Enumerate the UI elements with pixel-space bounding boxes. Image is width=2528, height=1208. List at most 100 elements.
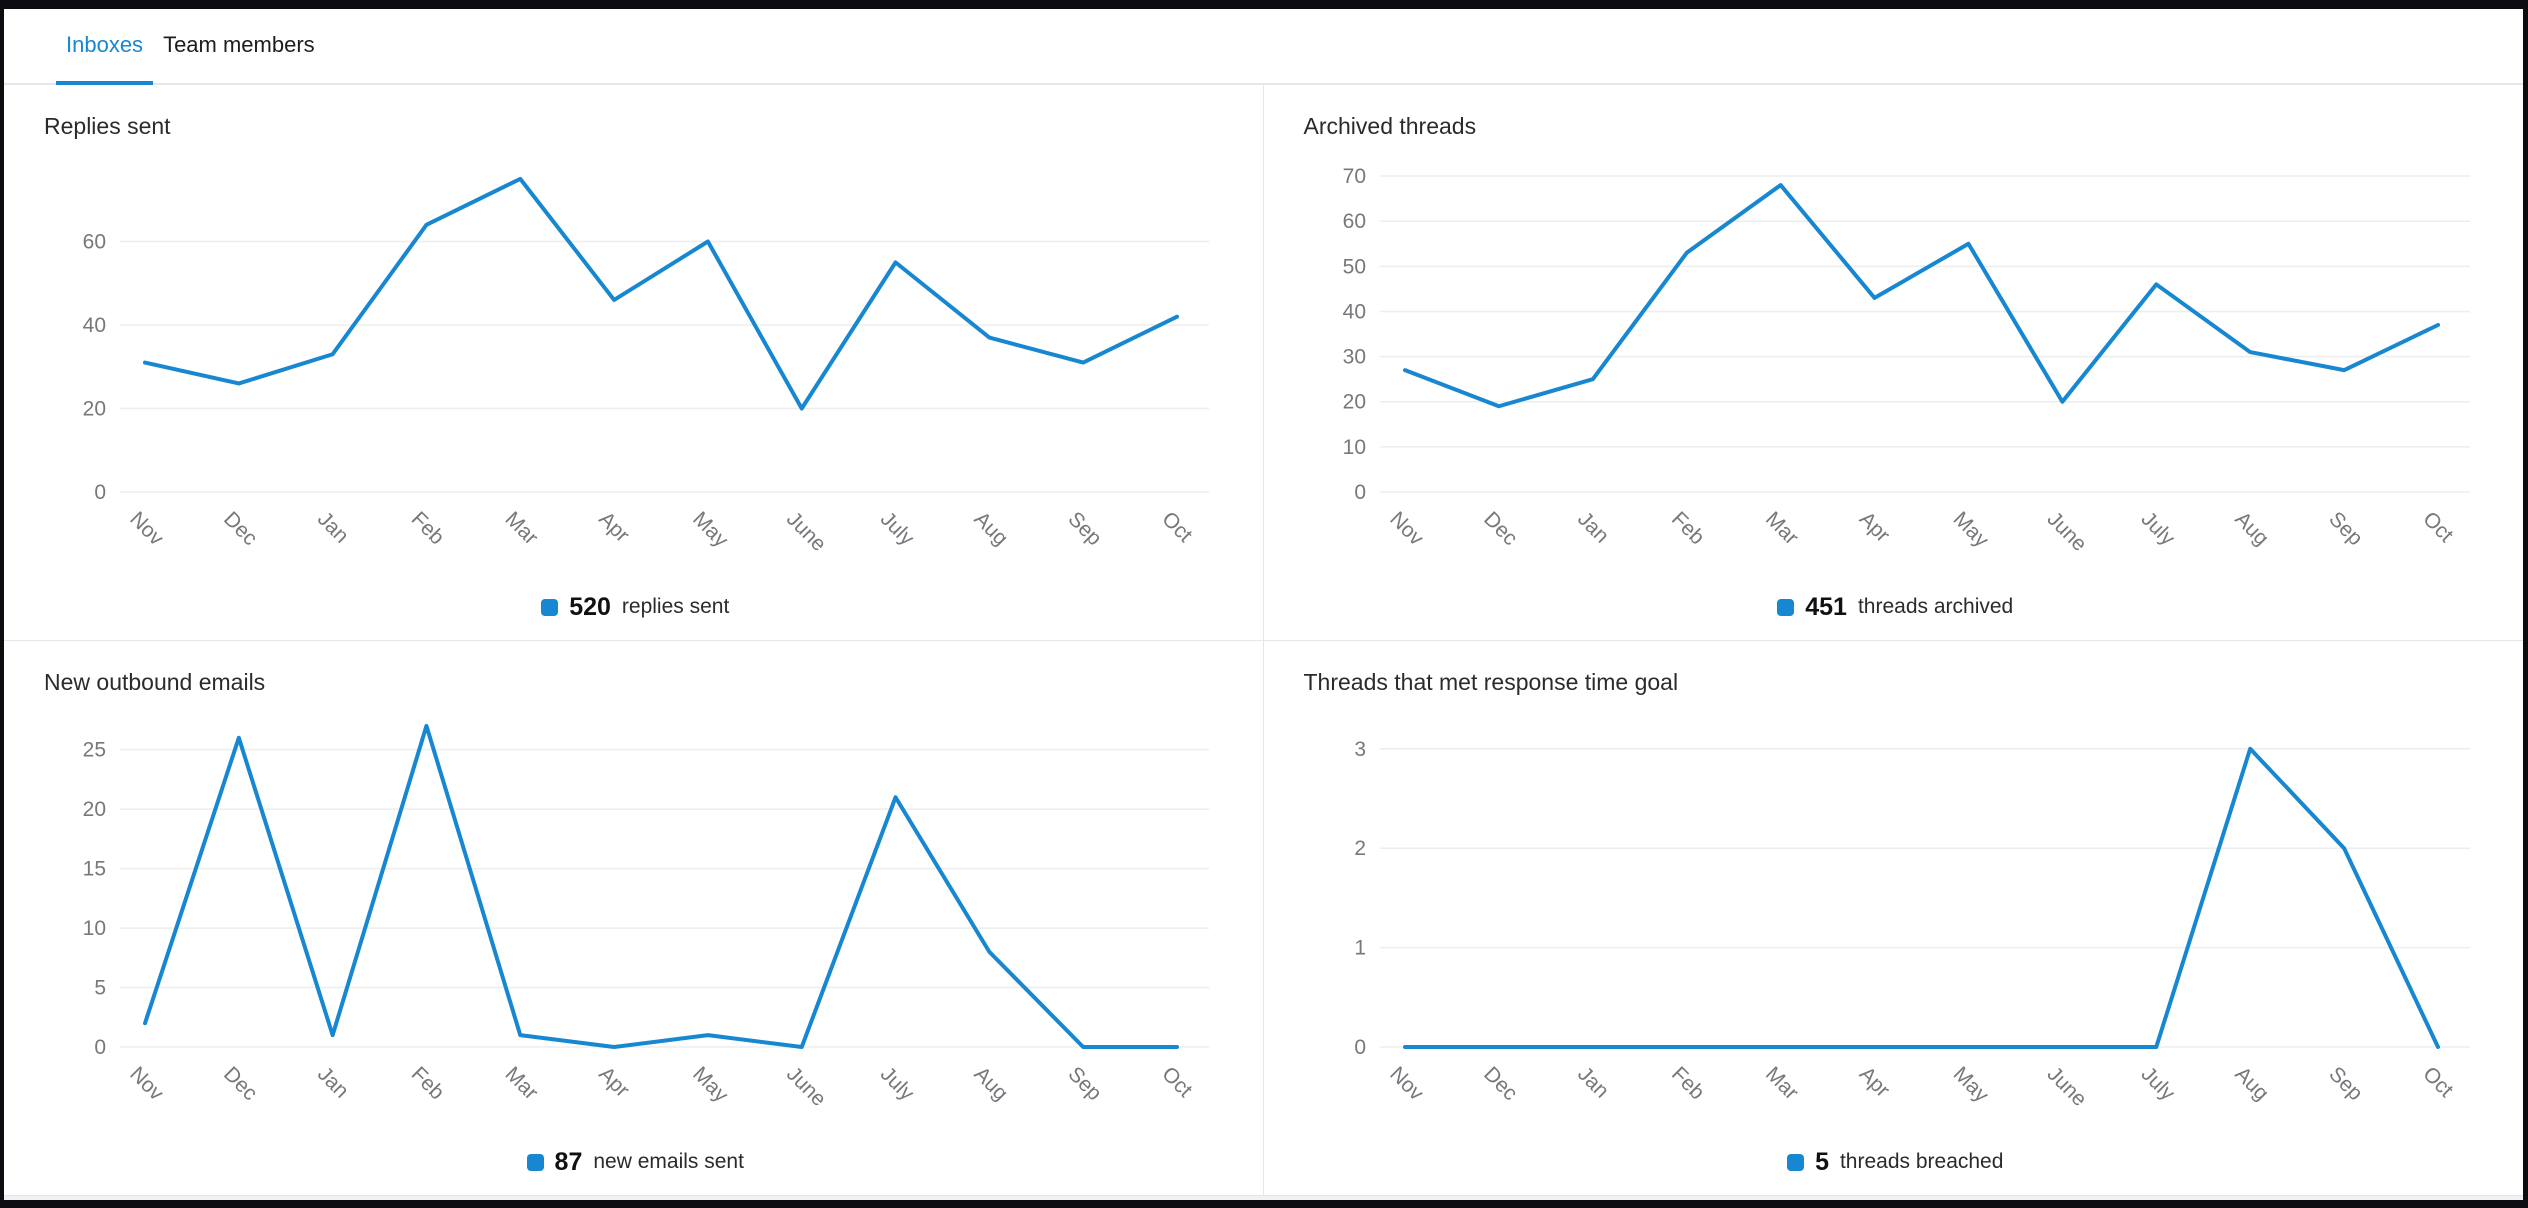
svg-text:0: 0 [1354,1036,1366,1059]
svg-text:July: July [876,1062,919,1105]
svg-text:Sep: Sep [1063,507,1106,550]
svg-text:Feb: Feb [1667,507,1709,549]
legend-value: 451 [1805,592,1847,621]
svg-text:40: 40 [1342,300,1365,323]
svg-text:Apr: Apr [1854,507,1893,546]
chart-title: Archived threads [1303,113,1477,139]
svg-text:Jan: Jan [313,507,353,547]
svg-text:Jan: Jan [1573,1062,1613,1102]
svg-text:40: 40 [83,314,106,337]
svg-text:Feb: Feb [407,507,449,549]
svg-text:30: 30 [1342,346,1365,369]
chart-title: New outbound emails [44,669,266,695]
legend-archived-threads[interactable]: 451 threads archived [1302,584,2490,630]
svg-text:70: 70 [1342,165,1365,188]
svg-text:20: 20 [83,798,106,821]
svg-text:60: 60 [1342,210,1365,233]
window-bottom-strip [4,1195,2523,1200]
svg-text:Feb: Feb [1667,1062,1709,1104]
legend-replies-sent[interactable]: 520 replies sent [42,584,1229,630]
svg-text:Aug: Aug [970,1062,1013,1105]
svg-text:3: 3 [1354,738,1366,761]
svg-text:Mar: Mar [1760,1062,1802,1104]
svg-text:Oct: Oct [2418,1062,2457,1101]
svg-text:0: 0 [1354,481,1366,504]
legend-label: replies sent [621,595,730,618]
series-line [1402,746,2440,1049]
y-axis-labels: 0 10 20 30 40 50 60 70 [1342,165,1365,504]
gridlines [1379,748,2470,1048]
svg-text:Dec: Dec [219,1062,262,1105]
legend-value: 5 [1815,1147,1829,1176]
svg-text:Oct: Oct [1157,1062,1196,1101]
line-chart-svg: 0 5 10 15 20 25 Nov Dec Jan Feb Mar Apr May June July A… [83,723,1209,1111]
tab-inboxes[interactable]: Inboxes [56,9,154,85]
svg-text:10: 10 [83,917,106,940]
y-axis-labels: 0 20 40 60 [83,231,106,505]
svg-text:Nov: Nov [1385,1062,1428,1105]
svg-text:Mar: Mar [1760,507,1802,549]
svg-text:Dec: Dec [219,507,262,550]
svg-text:0: 0 [94,1036,106,1059]
svg-text:20: 20 [83,398,106,421]
svg-text:Sep: Sep [2324,507,2367,550]
svg-text:Sep: Sep [2324,1062,2367,1105]
svg-text:Sep: Sep [1063,1062,1106,1105]
legend-label: threads archived [1857,595,2014,618]
svg-text:Feb: Feb [407,1062,449,1104]
svg-text:Nov: Nov [125,507,168,550]
gridlines [120,748,1209,1048]
svg-text:Mar: Mar [501,507,543,549]
legend-response-time-goal[interactable]: 5 threads breached [1302,1139,2490,1185]
svg-text:Dec: Dec [1479,1062,1522,1105]
legend-label: threads breached [1839,1150,2004,1173]
x-axis-labels: Nov Dec Jan Feb Mar Apr May June July Aug Sep Oct [1385,507,2457,555]
svg-text:June: June [782,507,830,555]
y-axis-labels: 0 5 10 15 20 25 [83,739,106,1059]
svg-text:25: 25 [83,739,106,762]
response-time-goal-line-chart[interactable]: 0 1 2 3 Nov Dec Jan Feb Mar Apr May June July Aug Sep O… [1302,698,2490,1139]
archived-threads-line-chart[interactable]: 0 10 20 30 40 50 60 70 Nov Dec Jan Feb Mar Apr May June… [1302,142,2490,584]
legend-value: 520 [569,592,611,621]
x-axis-labels: Nov Dec Jan Feb Mar Apr May June July Aug Sep Oct [1385,1062,2457,1110]
y-axis-labels: 0 1 2 3 [1354,738,1366,1059]
svg-text:July: July [876,507,919,550]
svg-text:June: June [2042,1062,2090,1110]
tab-bar: Inboxes Team members [4,9,2523,85]
tab-team-members[interactable]: Team members [153,9,325,85]
legend-swatch-icon [1787,1153,1805,1171]
chart-card-replies-sent: Replies sent 0 20 40 60 Nov Dec Jan Feb Mar Apr Ma… [4,85,1264,640]
replies-sent-line-chart[interactable]: 0 20 40 60 Nov Dec Jan Feb Mar Apr May June July Aug S… [42,142,1229,584]
charts-grid: Replies sent 0 20 40 60 Nov Dec Jan Feb Mar Apr Ma… [4,85,2523,1195]
chart-title: Threads that met response time goal [1303,669,1679,695]
svg-text:Jan: Jan [313,1062,353,1102]
svg-text:June: June [2042,507,2090,555]
series-line [143,176,1179,411]
new-outbound-emails-line-chart[interactable]: 0 5 10 15 20 25 Nov Dec Jan Feb Mar Apr May June July A… [42,698,1229,1139]
svg-text:Aug: Aug [2230,1062,2273,1105]
svg-text:June: June [782,1062,830,1110]
legend-swatch-icon [1777,598,1795,616]
svg-text:60: 60 [83,231,106,254]
gridlines [120,240,1209,493]
line-chart-svg: 0 1 2 3 Nov Dec Jan Feb Mar Apr May June July Aug Sep O… [1354,738,2470,1111]
chart-title: Replies sent [44,113,171,139]
chart-card-archived-threads: Archived threads 0 10 20 30 40 50 60 70 Nov Dec Ja… [1264,85,2524,640]
series-line [143,723,1179,1049]
svg-text:Nov: Nov [125,1062,168,1105]
svg-text:Oct: Oct [1157,507,1196,546]
svg-text:Jan: Jan [1573,507,1613,547]
svg-text:0: 0 [94,481,106,504]
svg-text:2: 2 [1354,837,1366,860]
svg-text:Apr: Apr [594,507,633,546]
tab-inboxes-label: Inboxes [66,32,144,57]
svg-text:July: July [2136,1062,2179,1105]
svg-text:15: 15 [83,858,106,881]
svg-text:Aug: Aug [970,507,1013,550]
svg-text:Apr: Apr [594,1062,633,1101]
svg-text:May: May [688,507,733,552]
legend-new-outbound-emails[interactable]: 87 new emails sent [42,1139,1229,1185]
svg-text:Oct: Oct [2418,507,2457,546]
svg-text:20: 20 [1342,391,1365,414]
svg-text:1: 1 [1354,937,1366,960]
